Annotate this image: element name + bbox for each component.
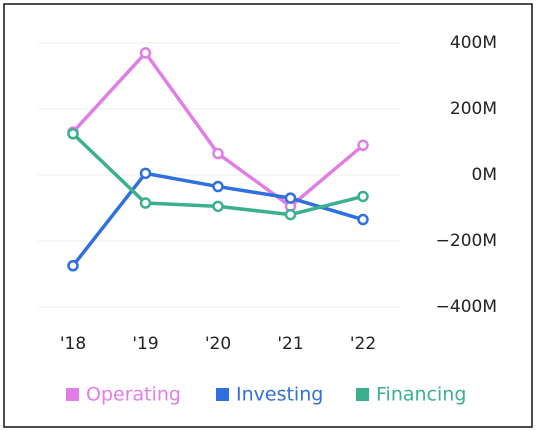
y-tick-label: −400M bbox=[436, 297, 497, 317]
x-tick-label: '20 bbox=[205, 334, 231, 354]
legend-label: Operating bbox=[86, 384, 181, 406]
y-tick-label: 200M bbox=[450, 99, 497, 119]
legend-swatch bbox=[356, 388, 369, 401]
point bbox=[357, 139, 369, 152]
point bbox=[357, 213, 369, 226]
point bbox=[139, 167, 152, 180]
frame bbox=[3, 3, 533, 428]
point bbox=[284, 208, 297, 221]
y-tick-label: −200M bbox=[436, 231, 497, 251]
x-tick-label: '18 bbox=[60, 334, 86, 354]
x-tick-label: '22 bbox=[350, 334, 376, 354]
x-tick-label: '19 bbox=[132, 334, 158, 354]
point bbox=[67, 260, 79, 272]
point bbox=[212, 147, 224, 160]
y-tick-label: 400M bbox=[450, 33, 497, 53]
point bbox=[212, 200, 224, 213]
point bbox=[357, 190, 369, 203]
legend-swatch bbox=[66, 388, 79, 401]
x-tick-label: '21 bbox=[277, 334, 303, 354]
point bbox=[212, 180, 224, 193]
point bbox=[284, 192, 297, 204]
point bbox=[139, 197, 152, 209]
point bbox=[139, 47, 152, 59]
legend-swatch bbox=[216, 388, 229, 401]
y-tick-label: 0M bbox=[472, 165, 497, 185]
legend-label: Financing bbox=[376, 384, 466, 406]
legend-label: Investing bbox=[236, 384, 323, 406]
point bbox=[67, 128, 79, 140]
